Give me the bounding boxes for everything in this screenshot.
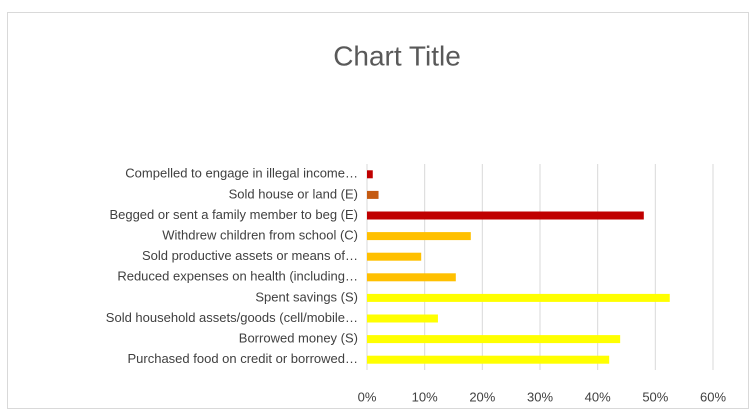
bar (367, 170, 373, 179)
x-tick-label: 50% (642, 389, 668, 404)
bar (367, 273, 456, 282)
y-tick-label: Sold house or land (E) (229, 186, 358, 201)
x-tick-label: 0% (358, 389, 377, 404)
bar (367, 211, 644, 220)
chart-title: Chart Title (333, 40, 461, 71)
y-tick-label: Purchased food on credit or borrowed… (127, 351, 358, 366)
bar (367, 314, 438, 323)
bar (367, 335, 621, 344)
y-tick-label: Borrowed money (S) (239, 331, 358, 346)
y-tick-label: Sold productive assets or means of… (142, 248, 358, 263)
x-tick-label: 20% (469, 389, 495, 404)
y-tick-label: Compelled to engage in illegal income… (125, 166, 358, 181)
x-tick-label: 40% (585, 389, 611, 404)
bar (367, 252, 422, 261)
y-tick-label: Sold household assets/goods (cell/mobile… (106, 310, 358, 325)
y-tick-label: Spent savings (S) (255, 289, 358, 304)
bar (367, 355, 610, 364)
bar (367, 190, 379, 199)
y-tick-label: Begged or sent a family member to beg (E… (109, 207, 358, 222)
bar (367, 293, 670, 302)
x-tick-label: 60% (700, 389, 726, 404)
x-tick-label: 30% (527, 389, 553, 404)
x-tick-label: 10% (412, 389, 438, 404)
bar (367, 232, 471, 241)
y-tick-label: Reduced expenses on health (including… (117, 269, 358, 284)
y-tick-label: Withdrew children from school (C) (162, 228, 358, 243)
